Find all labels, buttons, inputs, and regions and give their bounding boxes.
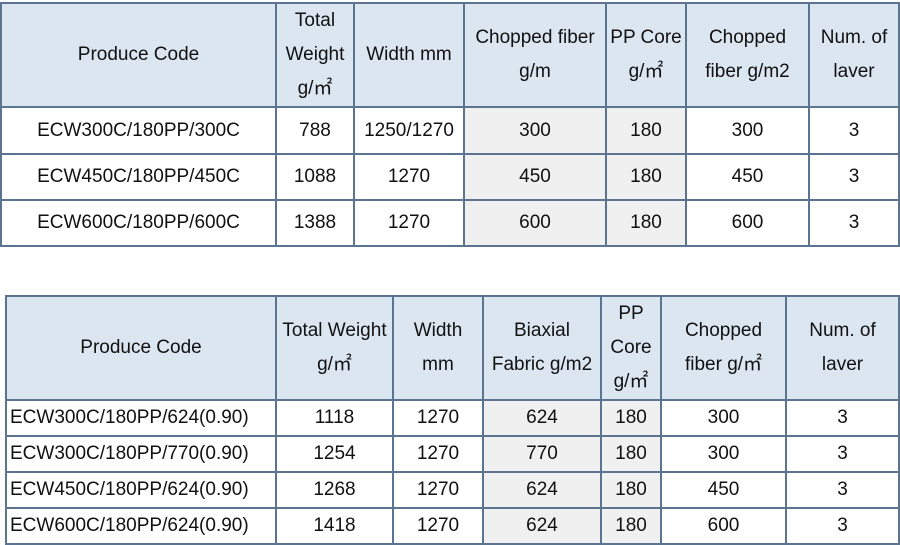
table-cell: 450	[660, 471, 787, 509]
header-cell: Chopped fiber g/m2	[685, 2, 810, 108]
table-cell: 624	[482, 507, 602, 545]
table-cell: 1270	[392, 435, 484, 473]
table-cell: 180	[600, 471, 662, 509]
table-cell: ECW300C/180PP/300C	[0, 106, 277, 155]
table-cell: 1418	[275, 507, 394, 545]
header-cell: Num. of laver	[785, 295, 900, 401]
table-row: ECW450C/180PP/450C 1088 1270 450 180 450 3	[0, 153, 900, 201]
header-cell: Produce Code	[5, 295, 277, 401]
spec-table: Produce Code Total Weight g/㎡ Width mm Biax…	[5, 295, 900, 545]
table-cell: 300	[685, 106, 810, 155]
table-row: ECW600C/180PP/600C 1388 1270 600 180 600 3	[0, 199, 900, 247]
table-cell: 770	[482, 435, 602, 473]
header-cell: Biaxial Fabric g/m2	[482, 295, 602, 401]
table-cell: 600	[660, 507, 787, 545]
header-cell: Chopped fiber g/m	[463, 2, 607, 108]
table-cell: 180	[605, 106, 687, 155]
table-cell: 788	[275, 106, 355, 155]
table-cell: 180	[600, 435, 662, 473]
table-cell: 1268	[275, 471, 394, 509]
header-cell: PP Core g/㎡	[605, 2, 687, 108]
table-cell: 1388	[275, 199, 355, 247]
table-cell: ECW300C/180PP/624(0.90)	[5, 399, 277, 437]
table-cell: 300	[660, 435, 787, 473]
table-row: ECW600C/180PP/624(0.90) 1418 1270 624 180 600…	[5, 507, 900, 545]
table-row: ECW450C/180PP/624(0.90) 1268 1270 624 180 450…	[5, 471, 900, 509]
table-cell: 3	[785, 399, 900, 437]
spec-table: Produce Code Total Weight g/㎡ Width mm Chop…	[0, 2, 900, 247]
table-cell: 450	[685, 153, 810, 201]
table-row: ECW300C/180PP/300C 788 1250/1270 300 180 300 3	[0, 106, 900, 155]
header-cell: PP Core g/㎡	[600, 295, 662, 401]
table-cell: ECW450C/180PP/450C	[0, 153, 277, 201]
table-row: Produce Code Total Weight g/㎡ Width mm Chop…	[0, 2, 900, 108]
header-cell: Width mm	[353, 2, 465, 108]
table-cell: 180	[605, 153, 687, 201]
table-cell: 300	[463, 106, 607, 155]
table-cell: 1270	[353, 153, 465, 201]
table-row: ECW300C/180PP/770(0.90) 1254 1270 770 180 300…	[5, 435, 900, 473]
table-cell: ECW300C/180PP/770(0.90)	[5, 435, 277, 473]
table-cell: 1270	[392, 399, 484, 437]
table-cell: 3	[808, 153, 900, 201]
table-cell: 600	[463, 199, 607, 247]
table-cell: 180	[600, 399, 662, 437]
table-cell: 3	[808, 106, 900, 155]
table-cell: 1270	[353, 199, 465, 247]
table-cell: 180	[600, 507, 662, 545]
table-cell: 624	[482, 399, 602, 437]
table-row: Produce Code Total Weight g/㎡ Width mm Biax…	[5, 295, 900, 401]
table-cell: 1118	[275, 399, 394, 437]
header-cell: Total Weight g/㎡	[275, 295, 394, 401]
table-cell: 1270	[392, 471, 484, 509]
header-cell: Width mm	[392, 295, 484, 401]
table-cell: ECW600C/180PP/600C	[0, 199, 277, 247]
table-cell: 1250/1270	[353, 106, 465, 155]
table-cell: 1254	[275, 435, 394, 473]
table-cell: 1270	[392, 507, 484, 545]
table-cell: 600	[685, 199, 810, 247]
table-cell: 300	[660, 399, 787, 437]
table-row: ECW300C/180PP/624(0.90) 1118 1270 624 180 300…	[5, 399, 900, 437]
table-cell: ECW450C/180PP/624(0.90)	[5, 471, 277, 509]
table-cell: 624	[482, 471, 602, 509]
header-cell: Total Weight g/㎡	[275, 2, 355, 108]
table-cell: 180	[605, 199, 687, 247]
header-cell: Num. of laver	[808, 2, 900, 108]
table-cell: 3	[808, 199, 900, 247]
table-cell: 3	[785, 471, 900, 509]
header-cell: Produce Code	[0, 2, 277, 108]
table-cell: 450	[463, 153, 607, 201]
table-cell: 3	[785, 435, 900, 473]
table-cell: 1088	[275, 153, 355, 201]
header-cell: Chopped fiber g/㎡	[660, 295, 787, 401]
table-cell: 3	[785, 507, 900, 545]
table-cell: ECW600C/180PP/624(0.90)	[5, 507, 277, 545]
